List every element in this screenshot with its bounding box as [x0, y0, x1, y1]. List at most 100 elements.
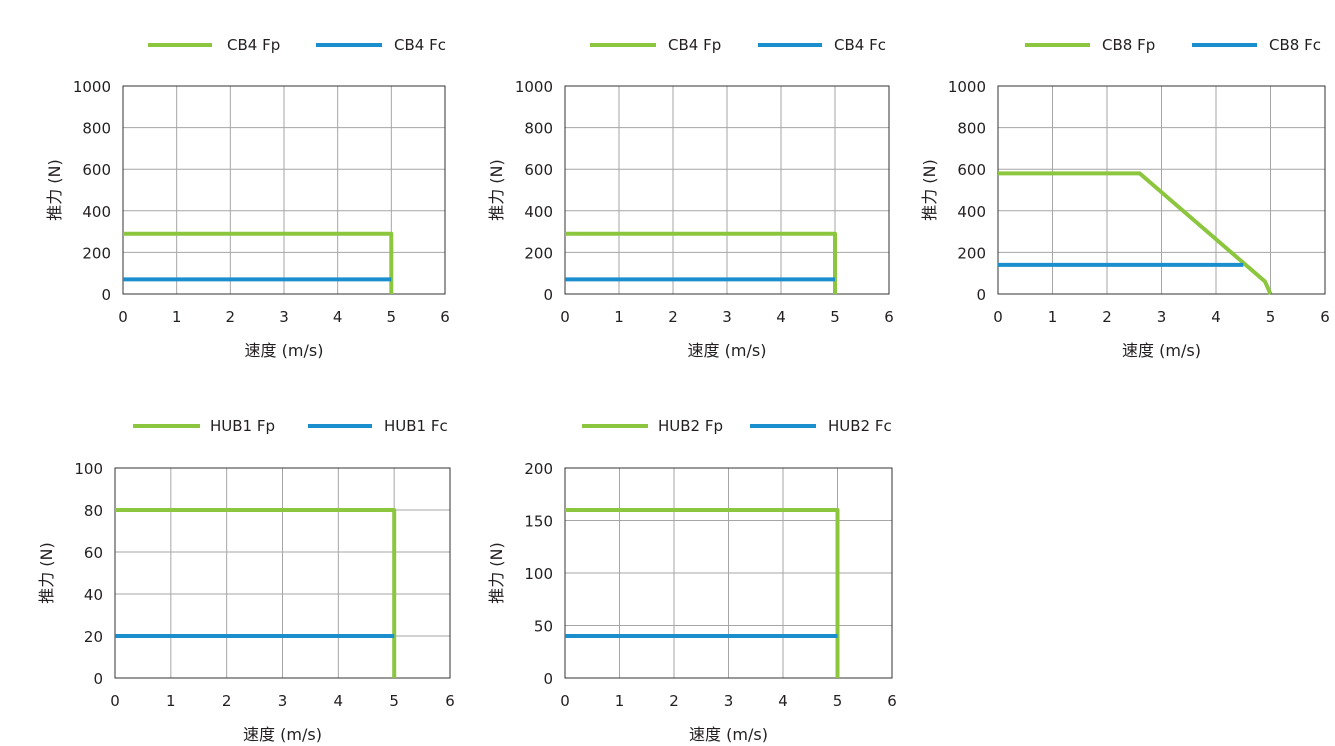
x-tick-label: 0 [118, 308, 128, 326]
plot-frame [564, 467, 893, 679]
legend-label: HUB1 Fc [384, 417, 448, 435]
x-tick-label: 4 [776, 308, 786, 326]
x-tick-label: 1 [614, 308, 624, 326]
y-tick-label: 800 [524, 120, 553, 138]
y-tick-label: 40 [84, 586, 103, 604]
legend: HUB1 Fp HUB1 Fc [133, 417, 448, 435]
y-tick-label: 20 [84, 628, 103, 646]
legend: CB4 Fp CB4 Fc [590, 36, 886, 54]
y-tick-label: 200 [524, 244, 553, 262]
series-line-hub1-fp [115, 508, 397, 678]
series-line-cb4-fp [123, 231, 394, 294]
series-line-cb8-fp [998, 171, 1273, 295]
legend: CB4 Fp CB4 Fc [148, 36, 446, 54]
x-tick-label: 3 [278, 692, 288, 710]
y-tick-label: 600 [82, 161, 111, 179]
legend-label: CB4 Fc [834, 36, 886, 54]
y-tick-label: 800 [957, 120, 986, 138]
x-tick-label: 3 [724, 692, 734, 710]
x-tick-label: 0 [110, 692, 120, 710]
x-tick-label: 1 [615, 692, 625, 710]
y-tick-label: 0 [543, 286, 553, 304]
y-tick-label: 100 [524, 565, 553, 583]
x-tick-label: 4 [1211, 308, 1221, 326]
legend: HUB2 Fp HUB2 Fc [582, 417, 892, 435]
x-axis-title: 速度 (m/s) [1122, 341, 1201, 360]
x-tick-label: 0 [560, 692, 570, 710]
y-tick-label: 100 [74, 460, 103, 478]
y-axis-title: 推力 (N) [37, 542, 56, 604]
x-tick-label: 4 [333, 308, 343, 326]
legend-label: CB4 Fp [227, 36, 280, 54]
x-axis-title: 速度 (m/s) [688, 341, 767, 360]
y-tick-label: 60 [84, 544, 103, 562]
legend: CB8 Fp CB8 Fc [1025, 36, 1321, 54]
x-tick-label: 5 [1266, 308, 1276, 326]
x-tick-label: 6 [1320, 308, 1330, 326]
x-tick-label: 6 [440, 308, 450, 326]
legend-label: HUB2 Fc [828, 417, 892, 435]
x-axis-title: 速度 (m/s) [243, 725, 322, 744]
y-tick-label: 0 [543, 670, 553, 688]
x-tick-label: 6 [445, 692, 455, 710]
legend-label: HUB2 Fp [658, 417, 723, 435]
x-tick-label: 5 [833, 692, 843, 710]
x-tick-label: 4 [778, 692, 788, 710]
y-tick-label: 1000 [73, 78, 111, 96]
x-tick-label: 2 [222, 692, 232, 710]
legend-label: CB8 Fp [1102, 36, 1155, 54]
y-axis-title: 推力 (N) [487, 542, 506, 604]
y-axis-title: 推力 (N) [920, 159, 939, 221]
y-tick-label: 200 [524, 460, 553, 478]
x-tick-label: 1 [172, 308, 182, 326]
y-tick-label: 150 [524, 513, 553, 531]
y-tick-label: 200 [957, 244, 986, 262]
x-tick-label: 6 [887, 692, 897, 710]
y-tick-label: 400 [957, 203, 986, 221]
x-tick-label: 6 [884, 308, 894, 326]
y-tick-label: 400 [524, 203, 553, 221]
plot-frame [997, 85, 1326, 295]
y-tick-label: 0 [93, 670, 103, 688]
x-tick-label: 2 [226, 308, 236, 326]
series-line-cb4-fp [565, 231, 837, 294]
x-tick-label: 5 [389, 692, 399, 710]
chart-3: 0 1 2 3 4 5 6 0 200 400 600 800 1000 速度 (m/s) 推力 (N) CB… [920, 36, 1330, 360]
x-tick-label: 5 [387, 308, 397, 326]
legend-label: CB4 Fc [394, 36, 446, 54]
y-axis-title: 推力 (N) [487, 159, 506, 221]
legend-label: CB4 Fp [668, 36, 721, 54]
y-tick-label: 200 [82, 244, 111, 262]
y-tick-label: 0 [976, 286, 986, 304]
x-tick-label: 1 [1048, 308, 1058, 326]
chart-1: 0 1 2 3 4 5 6 0 200 400 600 800 1000 速度 (m/s) 推力 (N) CB… [45, 36, 450, 360]
x-tick-label: 2 [668, 308, 678, 326]
plot-frame [122, 85, 446, 295]
y-tick-label: 600 [524, 161, 553, 179]
y-tick-label: 600 [957, 161, 986, 179]
x-tick-label: 3 [1157, 308, 1167, 326]
y-tick-label: 50 [534, 618, 553, 636]
plot-frame [114, 467, 451, 679]
y-axis-title: 推力 (N) [45, 159, 64, 221]
plot-frame [564, 85, 890, 295]
y-tick-label: 80 [84, 502, 103, 520]
y-tick-label: 1000 [515, 78, 553, 96]
y-tick-label: 800 [82, 120, 111, 138]
x-tick-label: 3 [279, 308, 289, 326]
x-tick-label: 3 [722, 308, 732, 326]
x-tick-label: 5 [830, 308, 840, 326]
x-axis-title: 速度 (m/s) [689, 725, 768, 744]
x-tick-label: 1 [166, 692, 176, 710]
x-tick-label: 2 [1102, 308, 1112, 326]
legend-label: CB8 Fc [1269, 36, 1321, 54]
x-tick-label: 0 [560, 308, 570, 326]
series-line-hub2-fp [565, 508, 840, 678]
chart-2: 0 1 2 3 4 5 6 0 200 400 600 800 1000 速度 (m/s) 推力 (N) CB… [487, 36, 894, 360]
chart-5: 0 1 2 3 4 5 6 0 50 100 150 200 速度 (m/s) 推力 (N) HUB2 Fp… [487, 417, 897, 744]
y-tick-label: 400 [82, 203, 111, 221]
x-axis-title: 速度 (m/s) [245, 341, 324, 360]
x-tick-label: 4 [334, 692, 344, 710]
